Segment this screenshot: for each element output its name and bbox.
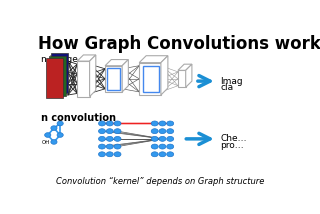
Text: Convolution “kernel” depends on Graph structure: Convolution “kernel” depends on Graph st… xyxy=(56,177,264,186)
Text: cla: cla xyxy=(220,83,234,92)
Ellipse shape xyxy=(99,121,106,126)
Ellipse shape xyxy=(99,129,106,134)
Polygon shape xyxy=(122,59,128,92)
Ellipse shape xyxy=(51,140,57,144)
Ellipse shape xyxy=(106,144,113,149)
Polygon shape xyxy=(186,64,192,87)
Ellipse shape xyxy=(114,152,121,157)
Ellipse shape xyxy=(159,152,166,157)
Ellipse shape xyxy=(167,144,174,149)
Ellipse shape xyxy=(167,121,174,126)
Ellipse shape xyxy=(57,121,63,126)
Ellipse shape xyxy=(151,152,158,157)
Ellipse shape xyxy=(167,129,174,134)
Polygon shape xyxy=(49,56,66,96)
Ellipse shape xyxy=(151,129,158,134)
Ellipse shape xyxy=(151,144,158,149)
Ellipse shape xyxy=(99,136,106,141)
Text: pro…: pro… xyxy=(220,141,244,150)
Ellipse shape xyxy=(159,129,166,134)
Ellipse shape xyxy=(159,136,166,141)
Polygon shape xyxy=(90,55,96,97)
Ellipse shape xyxy=(114,129,121,134)
Text: n convolution: n convolution xyxy=(41,113,116,123)
Ellipse shape xyxy=(159,121,166,126)
Text: OH: OH xyxy=(42,140,50,145)
Text: n image: n image xyxy=(41,55,78,64)
Polygon shape xyxy=(139,63,161,95)
Ellipse shape xyxy=(114,121,121,126)
Ellipse shape xyxy=(167,136,174,141)
Ellipse shape xyxy=(159,144,166,149)
Polygon shape xyxy=(161,56,168,95)
Text: How Graph Convolutions work: How Graph Convolutions work xyxy=(38,35,320,53)
Ellipse shape xyxy=(99,152,106,157)
Ellipse shape xyxy=(45,133,51,137)
Ellipse shape xyxy=(106,121,113,126)
Ellipse shape xyxy=(57,133,63,137)
Ellipse shape xyxy=(51,126,57,130)
Ellipse shape xyxy=(106,129,113,134)
Polygon shape xyxy=(105,66,122,92)
Ellipse shape xyxy=(151,136,158,141)
Ellipse shape xyxy=(114,144,121,149)
Polygon shape xyxy=(178,70,186,87)
Ellipse shape xyxy=(114,136,121,141)
Polygon shape xyxy=(77,61,90,97)
Text: Che…: Che… xyxy=(220,134,247,143)
Polygon shape xyxy=(77,55,96,61)
Ellipse shape xyxy=(106,152,113,157)
Ellipse shape xyxy=(167,152,174,157)
Polygon shape xyxy=(105,59,128,66)
Polygon shape xyxy=(51,54,68,94)
Ellipse shape xyxy=(151,121,158,126)
Polygon shape xyxy=(46,58,63,98)
Text: Imag: Imag xyxy=(220,77,243,86)
Ellipse shape xyxy=(106,136,113,141)
Polygon shape xyxy=(139,56,168,63)
Polygon shape xyxy=(178,64,192,70)
Ellipse shape xyxy=(99,144,106,149)
